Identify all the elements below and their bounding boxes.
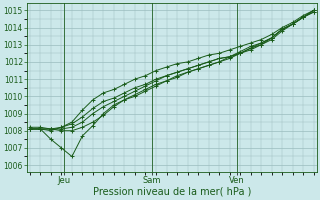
X-axis label: Pression niveau de la mer( hPa ): Pression niveau de la mer( hPa ) <box>92 187 251 197</box>
